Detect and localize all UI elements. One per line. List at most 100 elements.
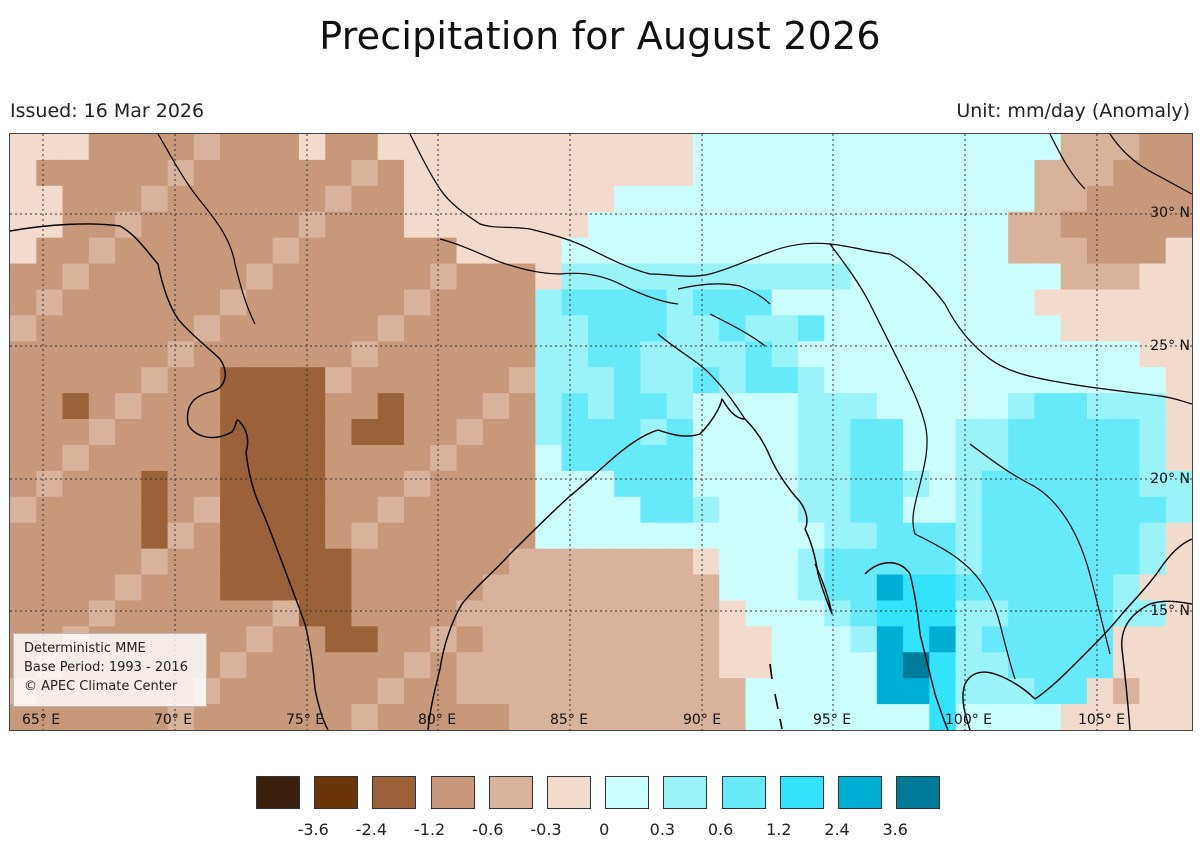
grid-cell (1165, 522, 1192, 550)
grid-cell (640, 367, 668, 394)
legend-label: -0.6 (472, 820, 504, 839)
grid-cell (719, 341, 747, 368)
grid-cell (193, 522, 221, 550)
grid-cell (614, 496, 641, 524)
grid-cell (850, 496, 878, 524)
grid-cell (666, 211, 694, 239)
grid-cell (325, 134, 353, 161)
grid-cell (509, 600, 536, 627)
graticule (10, 134, 1192, 730)
grid-cell (692, 185, 720, 213)
coast-india-east (427, 429, 659, 730)
latitude-label: 30° N (1150, 205, 1190, 221)
grid-cell (614, 289, 641, 316)
grid-cell (88, 367, 116, 394)
grid-cell (62, 211, 90, 239)
grid-cell (561, 600, 589, 627)
coast-thai (962, 671, 1036, 730)
grid-cell (771, 600, 799, 627)
grid-cell (115, 211, 142, 239)
grid-cell (246, 626, 274, 653)
legend-swatch (896, 776, 941, 809)
grid-cell (1060, 341, 1088, 368)
grid-cell (1034, 574, 1062, 602)
grid-cell (535, 704, 563, 730)
grid-cell (509, 263, 536, 291)
grid-cell (62, 444, 90, 472)
grid-cell (377, 367, 405, 394)
grid-cell (798, 159, 825, 187)
grid-cell (220, 522, 247, 550)
grid-cell (929, 315, 957, 342)
grid-cell (640, 574, 668, 602)
grid-cell (1113, 444, 1141, 472)
grid-cell (614, 626, 641, 653)
border-myanmar-north (829, 243, 928, 535)
grid-cell (666, 548, 694, 576)
grid-cell (62, 419, 90, 446)
grid-cell (666, 626, 694, 653)
grid-cell (10, 470, 37, 498)
grid-cell (115, 600, 142, 627)
grid-cell (456, 496, 484, 524)
grid-cell (325, 367, 353, 394)
grid-cell (36, 237, 64, 265)
grid-cell (509, 159, 536, 187)
grid-cell (1139, 470, 1167, 498)
grid-cell (88, 496, 116, 524)
grid-cell (325, 574, 353, 602)
grid-cell (377, 211, 405, 239)
grid-cell (456, 211, 484, 239)
grid-cell (771, 626, 799, 653)
grid-cell (981, 470, 1009, 498)
grid-cell (824, 185, 852, 213)
grid-cell (36, 548, 64, 576)
grid-cell (10, 496, 37, 524)
grid-cell (509, 367, 536, 394)
grid-cell (955, 159, 983, 187)
grid-cell (876, 444, 904, 472)
grid-cell (692, 341, 720, 368)
grid-cell (482, 263, 510, 291)
grid-cell (614, 419, 641, 446)
grid-cell (561, 704, 589, 730)
grid-cell (298, 600, 326, 627)
grid-cell (798, 444, 825, 472)
grid-cell (955, 652, 983, 679)
grid-cell (509, 134, 536, 161)
grid-cell (903, 626, 930, 653)
grid-cell (430, 393, 458, 420)
grid-cell (141, 367, 169, 394)
grid-cell (614, 600, 641, 627)
grid-cell (325, 341, 353, 368)
grid-cell (745, 678, 773, 705)
grid-cell (798, 315, 825, 342)
grid-cell (1139, 237, 1167, 265)
grid-cell (587, 159, 615, 187)
grid-cell (10, 704, 37, 730)
legend-label: 2.4 (824, 820, 850, 839)
grid-cell (272, 134, 300, 161)
grid-cell (193, 159, 221, 187)
longitude-label: 95° E (813, 712, 852, 728)
grid-cell (220, 470, 247, 498)
grid-cell (456, 315, 484, 342)
grid-cell (876, 367, 904, 394)
border-china-south (889, 253, 1192, 405)
grid-cell (1113, 704, 1141, 730)
grid-cell (115, 159, 142, 187)
grid-cell (482, 211, 510, 239)
grid-cell (824, 574, 852, 602)
grid-cell (430, 704, 458, 730)
grid-cell (351, 678, 379, 705)
grid-cell (325, 444, 353, 472)
grid-cell (1008, 496, 1035, 524)
grid-cell (430, 367, 458, 394)
grid-cell (325, 419, 353, 446)
grid-cell (325, 263, 353, 291)
grid-cell (719, 185, 747, 213)
grid-cell (351, 600, 379, 627)
grid-cell (10, 522, 37, 550)
grid-cell (1060, 237, 1088, 265)
grid-cell (272, 522, 300, 550)
